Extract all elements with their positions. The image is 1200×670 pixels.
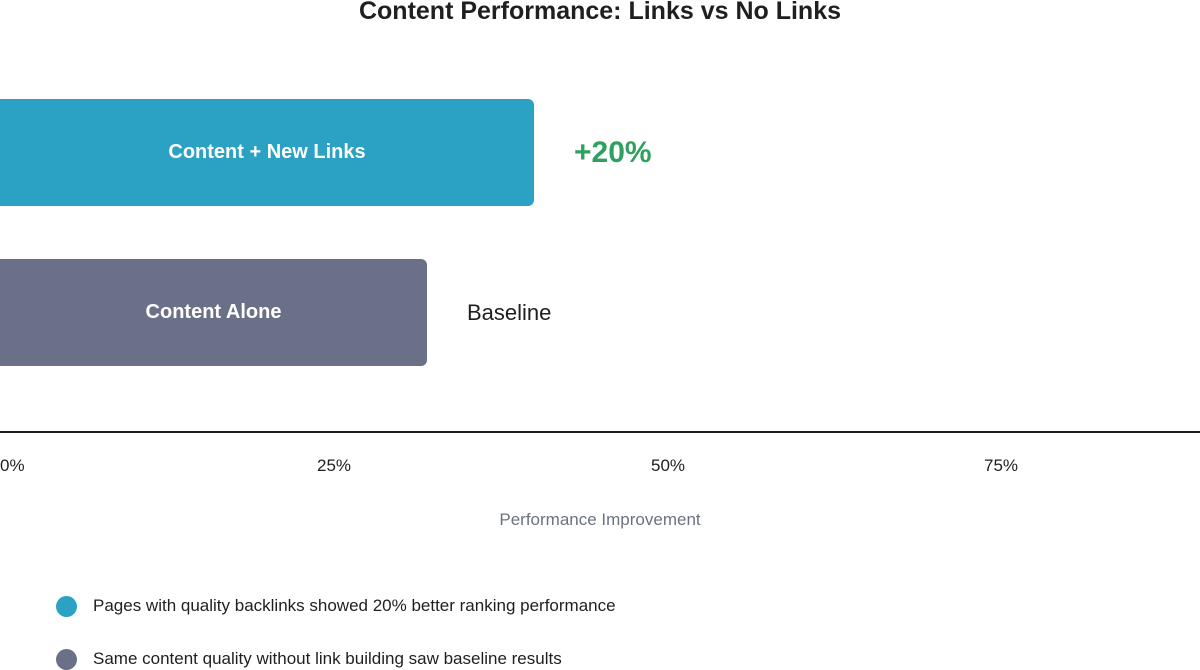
legend-text: Same content quality without link buildi…	[93, 649, 562, 668]
legend-swatch	[56, 595, 77, 617]
x-tick-label: 0%	[0, 456, 25, 475]
x-tick-label: 25%	[316, 456, 352, 475]
chart-title: Content Performance: Links vs No Links	[358, 0, 842, 25]
bar: Content Alone	[0, 259, 427, 366]
bar-annotation: +20%	[574, 135, 652, 169]
bar-label: Content Alone	[145, 301, 282, 323]
bar-annotation: Baseline	[467, 299, 552, 325]
bar: Content + New Links	[0, 99, 534, 206]
bar-label: Content + New Links	[168, 141, 366, 163]
x-axis-line	[0, 431, 1200, 433]
legend-swatch	[56, 648, 77, 670]
legend-item: Same content quality without link buildi…	[56, 648, 562, 670]
legend-item: Pages with quality backlinks showed 20% …	[56, 595, 616, 617]
x-tick-label: 75%	[983, 456, 1019, 475]
x-tick-label: 50%	[650, 456, 686, 475]
legend-text: Pages with quality backlinks showed 20% …	[93, 596, 616, 615]
x-axis-title: Performance Improvement	[499, 510, 701, 529]
